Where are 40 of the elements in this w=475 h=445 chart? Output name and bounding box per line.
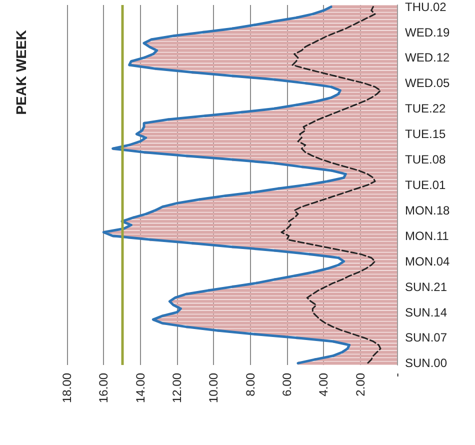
y-tick-label: WED.05 [405,76,450,90]
y-tick-label: THU.02 [405,0,447,14]
y-tick-label: WED.12 [405,50,450,65]
y-tick-label: TUE.08 [405,152,446,167]
bar [150,45,397,48]
y-tick-label: SUN.21 [405,280,448,294]
y-tick-label: TUE.15 [405,127,446,142]
x-tick-label: 14.00 [133,372,148,404]
y-tick-label: TUE.01 [405,178,446,192]
bar [144,42,397,45]
y-tick-label: MON.18 [405,203,450,218]
bar [104,230,397,234]
x-tick-label: 2.00 [353,372,368,396]
y-tick-label: SUN.14 [405,305,448,320]
y-tick-label: WED.19 [405,25,450,40]
bar [142,128,397,132]
bar [144,125,397,128]
x-tick-label: 10.00 [206,372,221,404]
y-tick-label: MON.04 [405,254,450,268]
x-tick-label: 16.00 [96,372,111,404]
x-tick-label: 12.00 [170,372,184,404]
y-tick-label: SUN.07 [405,330,448,345]
bar [131,60,397,63]
text: PEAK WEEK [13,30,29,115]
y-tick-label: MON.11 [405,228,450,243]
x-tick-label: 4.00 [316,372,331,396]
bar [175,296,397,300]
x-tick-label: 8.00 [243,372,258,396]
x-tick-label: 6.00 [280,372,294,396]
bar [144,122,397,125]
bar [129,63,397,67]
x-tick-label: - [390,373,404,377]
bar [170,300,397,303]
y-tick-label: SUN.00 [405,356,448,370]
bar [173,303,397,307]
bar [112,147,397,150]
x-tick-label: 18.00 [60,372,74,404]
y-tick-label: TUE.22 [405,102,446,116]
bar [136,132,397,136]
bar [298,362,397,365]
